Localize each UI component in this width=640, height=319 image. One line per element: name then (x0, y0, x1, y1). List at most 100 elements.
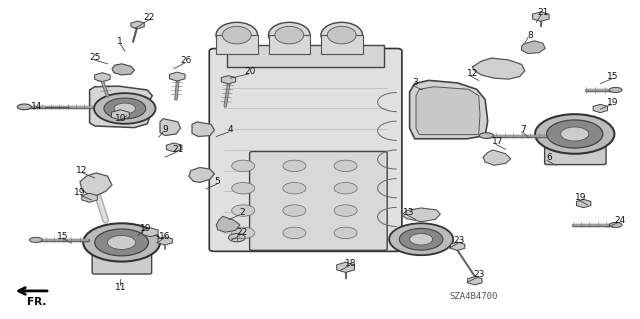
Polygon shape (227, 45, 384, 67)
Text: 11: 11 (115, 283, 126, 292)
Circle shape (108, 235, 136, 249)
Text: 13: 13 (403, 208, 414, 217)
Polygon shape (216, 216, 240, 232)
Polygon shape (112, 64, 134, 75)
Circle shape (334, 160, 357, 172)
Circle shape (283, 227, 306, 239)
Text: 7: 7 (521, 125, 526, 134)
Circle shape (283, 182, 306, 194)
Text: 8: 8 (527, 31, 532, 40)
Circle shape (535, 114, 614, 154)
Bar (216, 35, 258, 54)
Text: 4: 4 (228, 125, 233, 134)
Polygon shape (189, 167, 214, 182)
Ellipse shape (29, 237, 42, 242)
Text: 26: 26 (180, 56, 191, 65)
Text: FR.: FR. (28, 297, 47, 307)
Text: 3: 3 (412, 78, 417, 87)
Polygon shape (577, 199, 591, 208)
Ellipse shape (216, 22, 258, 48)
Polygon shape (402, 208, 440, 222)
Polygon shape (472, 58, 525, 79)
Ellipse shape (609, 87, 622, 93)
Ellipse shape (609, 222, 622, 227)
Ellipse shape (269, 22, 310, 48)
Ellipse shape (17, 104, 31, 110)
Text: 1: 1 (118, 37, 123, 46)
Text: 19: 19 (607, 98, 619, 107)
Bar (269, 35, 310, 54)
Text: 16: 16 (159, 232, 171, 241)
Circle shape (104, 98, 146, 119)
Text: 23: 23 (454, 236, 465, 245)
Polygon shape (468, 277, 482, 285)
Text: 22: 22 (236, 228, 248, 237)
Ellipse shape (223, 26, 252, 44)
Circle shape (283, 205, 306, 216)
Text: 10: 10 (115, 114, 126, 122)
Text: 22: 22 (143, 13, 155, 22)
Text: 14: 14 (31, 102, 43, 111)
Circle shape (228, 234, 245, 242)
Text: 25: 25 (89, 53, 100, 62)
Polygon shape (192, 122, 214, 137)
Text: 12: 12 (467, 69, 478, 78)
Ellipse shape (479, 133, 493, 138)
Circle shape (232, 160, 255, 172)
Polygon shape (166, 143, 182, 152)
Text: 20: 20 (244, 67, 255, 76)
Polygon shape (158, 237, 172, 245)
FancyBboxPatch shape (250, 152, 387, 250)
FancyBboxPatch shape (92, 253, 152, 274)
Ellipse shape (321, 22, 362, 48)
Text: 15: 15 (607, 72, 619, 81)
Circle shape (547, 120, 603, 148)
Text: 15: 15 (57, 232, 68, 241)
Circle shape (114, 103, 136, 114)
Polygon shape (483, 150, 511, 165)
Circle shape (334, 205, 357, 216)
Polygon shape (143, 228, 158, 237)
Polygon shape (593, 104, 607, 113)
Polygon shape (160, 119, 180, 136)
Text: 21: 21 (537, 8, 548, 17)
Circle shape (95, 229, 148, 256)
FancyBboxPatch shape (545, 147, 606, 165)
Circle shape (283, 160, 306, 172)
Polygon shape (170, 72, 185, 81)
FancyBboxPatch shape (209, 48, 402, 251)
Text: 6: 6 (547, 153, 552, 162)
Polygon shape (90, 86, 152, 128)
Circle shape (389, 223, 453, 255)
Polygon shape (532, 12, 549, 21)
Circle shape (232, 205, 255, 216)
Polygon shape (80, 173, 112, 196)
Circle shape (399, 228, 443, 250)
Text: 12: 12 (76, 166, 88, 175)
Polygon shape (410, 80, 488, 139)
Circle shape (232, 182, 255, 194)
Polygon shape (221, 76, 236, 84)
Ellipse shape (275, 26, 304, 44)
Polygon shape (522, 41, 545, 54)
Circle shape (334, 227, 357, 239)
Text: 19: 19 (140, 224, 152, 233)
Bar (321, 35, 363, 54)
Circle shape (232, 227, 255, 239)
Polygon shape (451, 242, 465, 250)
Ellipse shape (328, 26, 356, 44)
Polygon shape (95, 73, 110, 82)
Text: 18: 18 (345, 259, 356, 268)
Polygon shape (111, 110, 129, 120)
Circle shape (83, 223, 160, 262)
Polygon shape (131, 21, 144, 29)
Text: 21: 21 (172, 145, 184, 154)
Circle shape (334, 182, 357, 194)
Polygon shape (82, 193, 97, 202)
Text: 23: 23 (473, 271, 484, 279)
Text: 19: 19 (74, 189, 86, 197)
Text: 2: 2 (239, 208, 244, 217)
Text: 9: 9 (163, 125, 168, 134)
Circle shape (561, 127, 589, 141)
Circle shape (410, 234, 433, 245)
